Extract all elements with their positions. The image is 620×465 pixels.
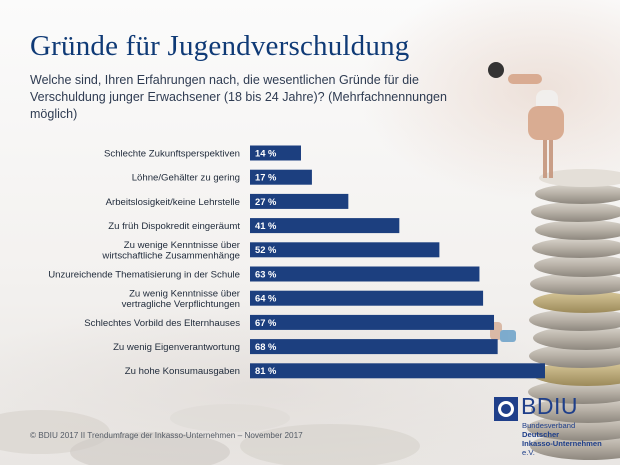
bar-9 bbox=[250, 363, 545, 379]
diver-figure bbox=[488, 62, 564, 178]
category-label-8: Zu wenig Eigenverantwortung bbox=[113, 342, 240, 353]
bar-2 bbox=[250, 193, 349, 209]
category-label-6: Zu wenig Kenntnisse über vertragliche Ver… bbox=[122, 288, 241, 310]
bar-value-label-0: 14 % bbox=[255, 147, 277, 158]
bar-value-label-3: 41 % bbox=[255, 220, 277, 231]
bar-4 bbox=[250, 242, 440, 258]
category-label-7: Schlechtes Vorbild des Elternhauses bbox=[84, 318, 240, 329]
bar-value-label-5: 63 % bbox=[255, 268, 277, 279]
bar-value-label-7: 67 % bbox=[255, 317, 277, 328]
category-label-3: Zu früh Dispokredit eingeräumt bbox=[108, 221, 240, 232]
logo-line1-bold: Deutscher bbox=[522, 430, 560, 439]
bar-3 bbox=[250, 218, 400, 234]
footer-source: © BDIU 2017 II Trendumfrage der Inkasso-… bbox=[30, 431, 303, 440]
logo-subtitle: Bundesverband Deutscher Inkasso-Unterneh… bbox=[522, 421, 612, 457]
page-title: Gründe für Jugendverschuldung bbox=[30, 30, 410, 62]
bar-5 bbox=[250, 266, 480, 282]
category-label-5: Unzureichende Thematisierung in der Schu… bbox=[48, 269, 240, 280]
bar-1 bbox=[250, 169, 312, 185]
category-label-1: Löhne/Gehälter zu gering bbox=[132, 173, 240, 184]
logo-line2-bold: Inkasso-Unternehmen bbox=[522, 439, 602, 448]
bar-value-label-6: 64 % bbox=[255, 293, 277, 304]
category-label-2: Arbeitslosigkeit/keine Lehrstelle bbox=[106, 197, 240, 208]
bar-7 bbox=[250, 314, 495, 330]
bar-value-label-8: 68 % bbox=[255, 341, 277, 352]
bar-8 bbox=[250, 339, 498, 355]
bar-6 bbox=[250, 290, 484, 306]
category-label-0: Schlechte Zukunftsperspektiven bbox=[104, 148, 240, 159]
logo-line1-prefix: Bundesverband bbox=[522, 421, 576, 430]
bar-value-label-9: 81 % bbox=[255, 365, 277, 376]
bdiu-logo: BDIU Bundesverband Deutscher Inkasso-Unt… bbox=[494, 393, 604, 457]
bar-value-label-1: 17 % bbox=[255, 172, 277, 183]
logo-name: BDIU bbox=[521, 393, 578, 419]
logo-line2-suffix: e.V. bbox=[522, 448, 535, 457]
chart-subtitle: Welche sind, Ihren Erfahrungen nach, die… bbox=[30, 73, 447, 121]
bdiu-logo-mark-icon bbox=[494, 397, 518, 421]
bar-0 bbox=[250, 145, 301, 161]
bar-value-label-2: 27 % bbox=[255, 196, 277, 207]
category-label-9: Zu hohe Konsumausgaben bbox=[125, 366, 240, 377]
category-label-4: Zu wenige Kenntnisse über wirtschaftliche… bbox=[101, 240, 240, 262]
bar-value-label-4: 52 % bbox=[255, 244, 277, 255]
